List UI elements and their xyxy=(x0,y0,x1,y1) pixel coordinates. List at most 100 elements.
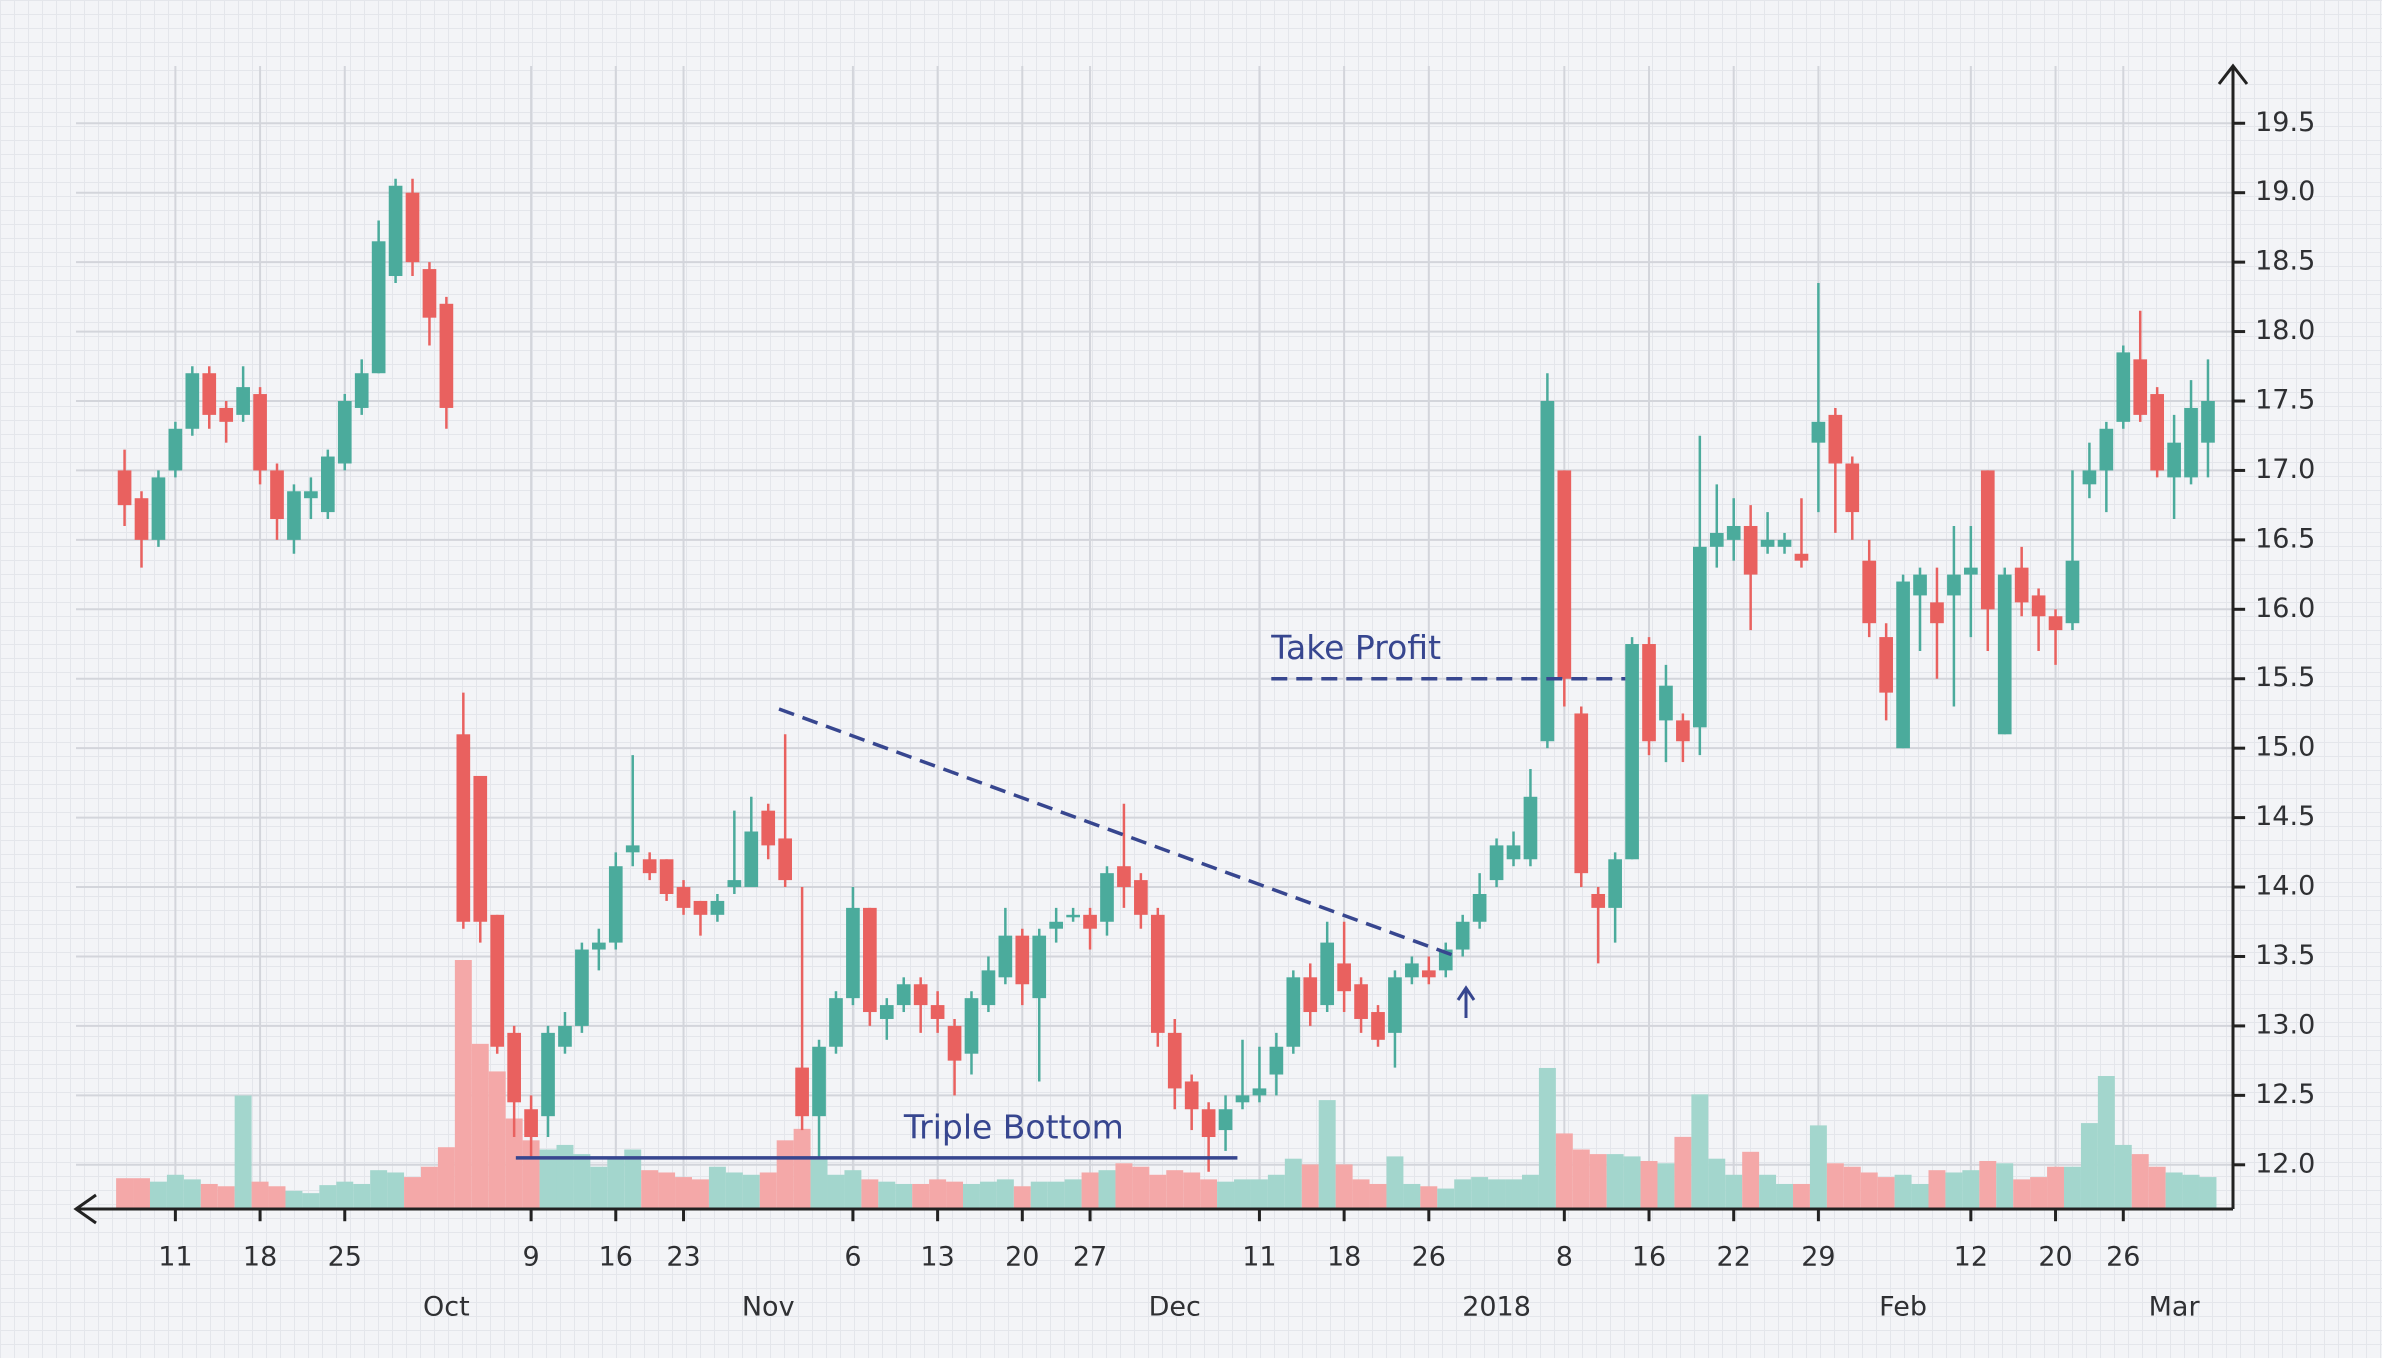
volume-bar xyxy=(1911,1183,1929,1210)
y-tick-label: 17.5 xyxy=(2255,384,2315,415)
candle-body xyxy=(947,1025,962,1061)
volume-bar xyxy=(1488,1179,1506,1210)
volume-bar xyxy=(692,1179,709,1210)
volume-bar xyxy=(1420,1186,1438,1210)
volume-bar xyxy=(1403,1183,1421,1210)
x-tick-label: 12 xyxy=(1954,1241,1988,1272)
candle-body xyxy=(2014,567,2029,603)
candle-body xyxy=(1269,1046,1284,1075)
candle-body xyxy=(134,498,149,540)
volume-bar xyxy=(641,1170,659,1210)
candle-body xyxy=(1692,546,1707,728)
candle-body xyxy=(422,269,437,318)
x-tick-label: 9 xyxy=(522,1241,539,1272)
x-tick-label: 26 xyxy=(1412,1241,1446,1272)
candle-body xyxy=(642,859,657,874)
volume-bar xyxy=(149,1181,167,1210)
x-tick-label: 26 xyxy=(2106,1241,2140,1272)
candle-body xyxy=(913,984,928,1006)
volume-bar xyxy=(387,1172,405,1210)
volume-bar xyxy=(1098,1170,1116,1210)
volume-bar xyxy=(1013,1186,1031,1210)
candle-body xyxy=(2065,560,2080,624)
volume-bar xyxy=(1030,1181,1048,1210)
breakout-arrow-head xyxy=(1456,985,1476,1001)
y-tick-label: 18.5 xyxy=(2255,246,2315,277)
volume-bar xyxy=(1640,1160,1658,1210)
volume-bar xyxy=(1335,1164,1353,1210)
x-month-label: Oct xyxy=(423,1291,470,1322)
volume-bar xyxy=(827,1174,845,1210)
volume-bar xyxy=(590,1166,608,1210)
candle-body xyxy=(1845,463,1860,513)
volume-bar xyxy=(658,1172,676,1210)
candle-body xyxy=(710,900,725,915)
candle-body xyxy=(1066,914,1080,918)
y-tick-label: 19.5 xyxy=(2255,107,2315,138)
candle-body xyxy=(1032,935,1047,999)
volume-bar xyxy=(1183,1172,1201,1210)
volume-bar xyxy=(742,1174,760,1210)
candle-body xyxy=(2167,442,2181,478)
candle-body xyxy=(1896,581,1910,749)
candle-body xyxy=(575,949,589,1026)
candle-body xyxy=(981,970,996,1006)
candle-body xyxy=(490,914,505,1047)
candle-body xyxy=(304,491,318,499)
grid xyxy=(76,66,2234,1210)
volume-bar xyxy=(454,960,472,1210)
volume-bar xyxy=(1606,1154,1624,1210)
candle-body xyxy=(219,407,234,422)
candle-body xyxy=(659,859,674,894)
volume-bar xyxy=(116,1178,134,1210)
volume-bar xyxy=(1623,1156,1641,1210)
volume-bar xyxy=(2182,1174,2200,1210)
candle-body xyxy=(473,775,488,922)
candle-body xyxy=(879,1005,894,1019)
volume-bar xyxy=(1792,1183,1810,1210)
x-tick-label: 8 xyxy=(1556,1241,1573,1272)
volume-bar xyxy=(1217,1181,1235,1210)
volume-bar xyxy=(1352,1179,1370,1210)
x-tick-label: 18 xyxy=(1327,1241,1361,1272)
candle-body xyxy=(1964,567,1978,575)
candle-body xyxy=(1167,1032,1182,1089)
volume-bar xyxy=(1759,1174,1777,1210)
candle-body xyxy=(998,935,1013,978)
y-tick-label: 14.5 xyxy=(2255,801,2315,832)
volume-bar xyxy=(268,1186,286,1210)
candle-body xyxy=(1388,977,1402,1033)
candle-body xyxy=(1134,880,1148,915)
candle-body xyxy=(1828,414,1843,464)
volume-bar xyxy=(302,1193,320,1210)
candle-body xyxy=(168,428,183,471)
volume-bar xyxy=(1132,1166,1150,1210)
volume-bar xyxy=(1725,1174,1743,1210)
candle-body xyxy=(337,400,352,464)
volume-bar xyxy=(420,1166,438,1210)
candle-body xyxy=(1117,866,1131,888)
y-tick-label: 15.5 xyxy=(2255,662,2315,693)
candle-body xyxy=(1862,560,1877,624)
candle-body xyxy=(1421,970,1436,978)
candle-body xyxy=(2048,616,2063,631)
candle-body xyxy=(930,1005,945,1019)
volume-bar xyxy=(2114,1144,2132,1210)
candle-body xyxy=(625,845,640,853)
volume-bar xyxy=(133,1178,150,1210)
candle-body xyxy=(1489,845,1504,881)
trend-line xyxy=(778,707,1459,959)
y-tick-label: 14.0 xyxy=(2255,871,2315,902)
candle-body xyxy=(778,838,792,881)
volume-bar xyxy=(319,1185,337,1210)
candle-body xyxy=(2099,428,2114,471)
y-tick-label: 15.0 xyxy=(2255,732,2315,763)
candle-body xyxy=(1523,796,1538,860)
candle-body xyxy=(371,241,386,374)
volume-bar xyxy=(1826,1163,1844,1210)
volume-bar xyxy=(183,1179,201,1210)
annotations: Take Profit Triple Bottom xyxy=(515,628,1626,1160)
candle-body xyxy=(2150,394,2165,471)
volume-bar xyxy=(1521,1174,1539,1210)
